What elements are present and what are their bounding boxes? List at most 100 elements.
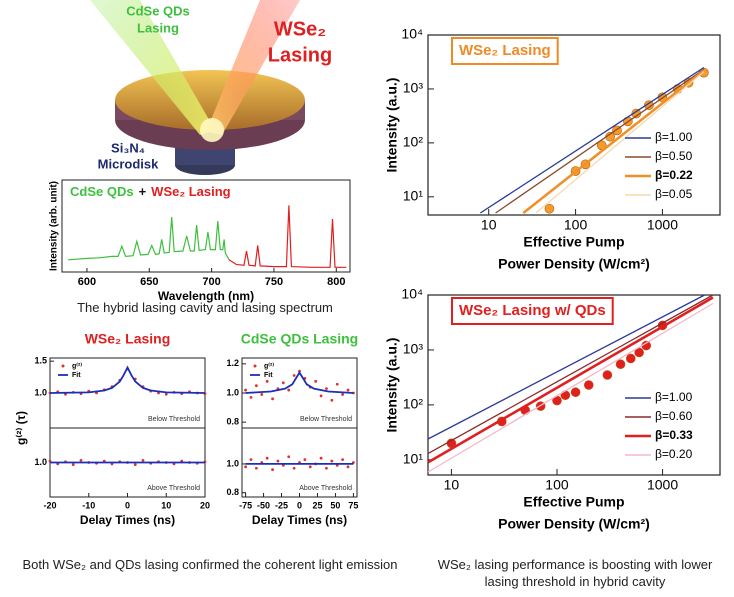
- chart-title: CdSe QDs Lasing: [241, 331, 358, 347]
- legend-marker: [61, 364, 65, 368]
- x-tick-label: -25: [275, 500, 288, 510]
- y-axis-label: Intensity (arb. unit): [49, 181, 60, 271]
- legend-label: β=1.00: [655, 130, 693, 144]
- chart-title: WSe₂ Lasing: [85, 331, 171, 347]
- data-point: [254, 384, 258, 388]
- data-point: [164, 392, 168, 396]
- data-line: [49, 365, 206, 394]
- y-axis-label: Intensity (a.u.): [384, 338, 400, 433]
- panel-label: Above Threshold: [299, 485, 352, 492]
- x-tick-label: 100: [564, 217, 588, 233]
- y-axis-label: Intensity (a.u.): [384, 78, 400, 173]
- legend-label: β=0.60: [655, 409, 693, 423]
- data-point: [249, 458, 253, 462]
- legend-label: Fit: [72, 372, 81, 379]
- data-point: [346, 465, 350, 469]
- x-tick-label: 0: [125, 500, 130, 510]
- caption: The hybrid lasing cavity and lasing spec…: [77, 300, 333, 315]
- legend-label: g⁽²⁾: [72, 362, 82, 370]
- data-point: [141, 459, 145, 462]
- data-point: [71, 463, 75, 466]
- x-axis-label: Delay Times (ns): [80, 513, 175, 527]
- data-point: [314, 379, 318, 383]
- chart-title: WSe₂ Lasing: [459, 42, 551, 59]
- panel-label: Below Threshold: [300, 416, 352, 423]
- data-point: [260, 393, 264, 396]
- y-axis-label: g⁽²⁾ (τ): [14, 411, 28, 445]
- x-tick-label: 1000: [647, 217, 678, 233]
- panel-label: Below Threshold: [148, 416, 200, 423]
- panel-label: Above Threshold: [147, 485, 200, 492]
- data-line: [522, 69, 705, 215]
- y-tick-label: 0.8: [226, 487, 239, 497]
- data-line: [427, 294, 705, 440]
- y-tick-label: 1.5: [34, 356, 47, 366]
- legend-marker: [253, 364, 257, 368]
- x-tick-label: 800: [327, 276, 345, 288]
- legend-label: β=0.20: [655, 447, 693, 461]
- data-point: [335, 382, 339, 386]
- data-point: [319, 456, 323, 460]
- illustration-label: CdSe QDs: [126, 3, 190, 18]
- data-point: [346, 388, 350, 392]
- x-tick-label: 600: [78, 276, 96, 288]
- data-point: [271, 468, 274, 472]
- y-tick-label: 10²: [403, 134, 424, 150]
- cavity-illustration: [90, 0, 305, 175]
- data-point: [244, 465, 247, 469]
- caption: Both WSe₂ and QDs lasing confirmed the c…: [22, 557, 398, 572]
- caption: WSe₂ lasing performance is boosting with…: [437, 557, 713, 589]
- data-line: [479, 66, 705, 214]
- x-tick-label: 750: [265, 276, 283, 288]
- data-point: [319, 394, 323, 398]
- legend-label: β=0.05: [655, 187, 693, 201]
- y-tick-label: 1.0: [34, 387, 47, 397]
- y-tick-label: 1.0: [34, 457, 47, 467]
- data-point: [330, 398, 334, 402]
- data-point: [281, 381, 285, 385]
- data-point: [287, 388, 291, 392]
- x-tick-label: -10: [82, 500, 95, 510]
- data-point: [287, 455, 291, 459]
- data-point: [644, 100, 654, 110]
- x-axis-label: Power Density (W/cm²): [498, 516, 650, 532]
- data-line: [427, 296, 714, 464]
- x-tick-label: -50: [257, 500, 270, 510]
- data-point: [276, 459, 280, 463]
- x-tick-label: 0: [297, 500, 302, 510]
- data-point: [341, 458, 345, 462]
- data-line: [245, 370, 354, 394]
- data-point: [583, 380, 594, 390]
- data-point: [292, 466, 296, 470]
- data-point: [341, 393, 345, 396]
- data-point: [325, 387, 328, 391]
- x-tick-label: 10: [481, 217, 497, 233]
- data-point: [330, 459, 334, 463]
- data-line: [495, 68, 705, 214]
- data-point: [308, 465, 312, 469]
- y-tick-label: 1.2: [226, 358, 239, 368]
- illustration-label: WSe₂: [274, 18, 326, 40]
- y-tick-label: 10¹: [403, 451, 424, 467]
- data-point: [544, 203, 555, 214]
- y-tick-label: 0.8: [226, 417, 239, 427]
- x-tick-label: 10: [444, 477, 460, 493]
- y-tick-label: 1.0: [226, 387, 239, 397]
- data-point: [249, 395, 253, 399]
- x-axis-label: Power Density (W/cm²): [498, 256, 650, 272]
- data-point: [634, 347, 644, 358]
- x-axis-label: Effective Pump: [523, 234, 624, 250]
- data-point: [602, 370, 613, 380]
- x-tick-label: -75: [239, 500, 252, 510]
- y-tick-label: 10⁴: [401, 286, 423, 302]
- x-tick-label: 10: [161, 500, 171, 510]
- illustration-label: Microdisk: [98, 156, 159, 171]
- y-tick-label: 10¹: [403, 188, 424, 204]
- data-line: [427, 294, 714, 455]
- x-tick-label: 50: [330, 500, 340, 510]
- illustration-label: Si₃N₄: [111, 140, 145, 155]
- data-point: [254, 466, 258, 470]
- y-tick-label: 10²: [403, 396, 424, 412]
- legend-label: β=0.50: [655, 149, 693, 163]
